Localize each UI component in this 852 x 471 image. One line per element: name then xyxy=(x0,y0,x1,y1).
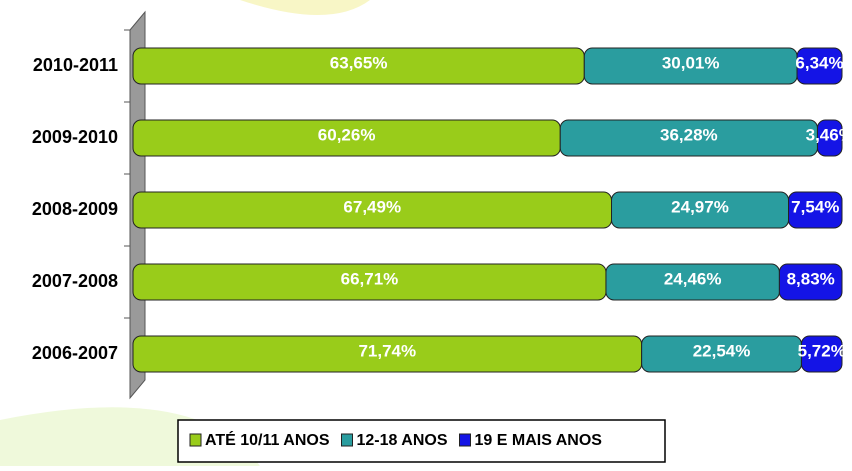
legend-label: 19 E MAIS ANOS xyxy=(475,432,603,449)
value-label: 6,34% xyxy=(795,53,843,72)
value-label: 8,83% xyxy=(787,269,835,288)
bar-segment xyxy=(778,263,843,301)
value-label: 7,54% xyxy=(791,197,839,216)
legend-label: 12-18 ANOS xyxy=(357,432,448,449)
value-label: 36,28% xyxy=(660,125,718,144)
legend-box xyxy=(177,419,666,463)
value-label: 60,26% xyxy=(318,125,376,144)
background-shape xyxy=(240,0,370,15)
y-tick-label: 2008-2009 xyxy=(32,199,118,219)
bar-segment xyxy=(816,119,843,157)
y-tick-label: 2010-2011 xyxy=(33,55,118,75)
legend-label: ATÉ 10/11 ANOS xyxy=(205,430,330,449)
value-label: 24,97% xyxy=(671,197,729,216)
value-label: 63,65% xyxy=(330,53,388,72)
value-label: 5,72% xyxy=(798,341,846,360)
y-tick-label: 2007-2008 xyxy=(32,271,118,291)
value-label: 66,71% xyxy=(341,269,399,288)
legend-swatch xyxy=(189,433,202,447)
value-label: 24,46% xyxy=(664,269,722,288)
value-label: 67,49% xyxy=(343,197,401,216)
legend-swatch xyxy=(341,433,353,447)
bar-segment xyxy=(796,47,843,85)
legend-swatch xyxy=(459,433,471,447)
bar-segment xyxy=(800,335,843,373)
value-label: 3,46% xyxy=(806,125,852,144)
y-tick-label: 2009-2010 xyxy=(32,127,118,147)
bar-segment xyxy=(788,191,843,229)
value-label: 71,74% xyxy=(358,341,416,360)
value-label: 22,54% xyxy=(693,341,751,360)
y-tick-label: 2006-2007 xyxy=(32,343,118,363)
value-label: 30,01% xyxy=(662,53,720,72)
